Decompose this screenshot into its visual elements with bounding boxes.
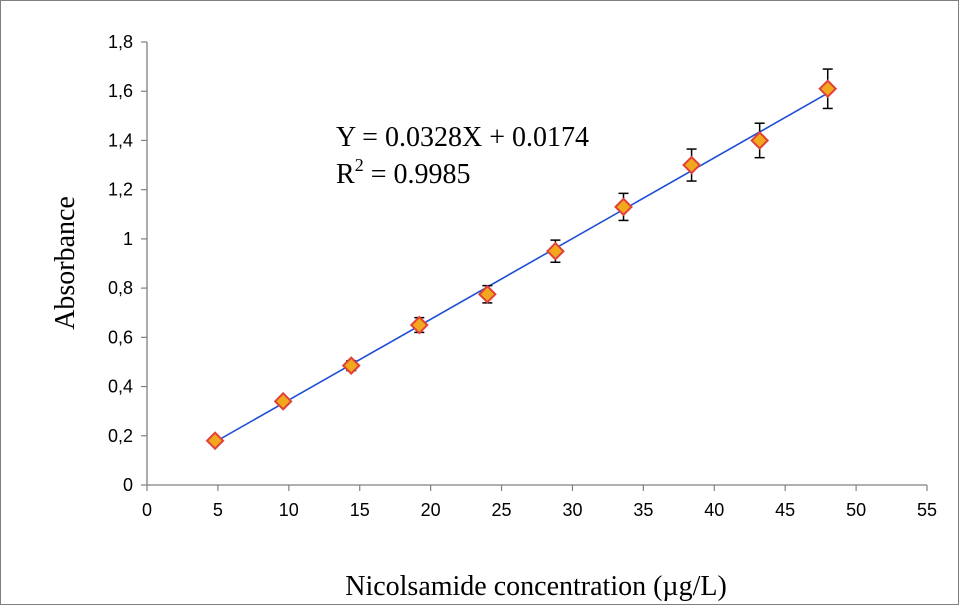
y-axis-title: Absorbance <box>50 196 81 330</box>
x-tick-label: 25 <box>492 500 512 520</box>
y-tick-label: 0,8 <box>108 278 133 298</box>
x-tick-label: 10 <box>279 500 299 520</box>
x-tick-label: 40 <box>704 500 724 520</box>
x-tick-label: 30 <box>562 500 582 520</box>
x-tick-label: 20 <box>421 500 441 520</box>
data-point <box>273 391 293 411</box>
data-point <box>477 284 497 304</box>
axes: 0 5 10 15 20 25 30 35 40 45 50 55 0 0,2 0,4 0,6 0,8 1 1,2… <box>108 32 937 520</box>
data-point <box>818 79 838 99</box>
y-tick-label: 0 <box>123 475 133 495</box>
x-tick-label: 35 <box>633 500 653 520</box>
y-tick-label: 1 <box>123 229 133 249</box>
y-tick-label: 0,6 <box>108 327 133 347</box>
trendline <box>214 92 829 443</box>
x-tick-label: 0 <box>142 500 152 520</box>
r-squared-text: R2 = 0.9985 <box>336 155 470 190</box>
x-tick-label: 5 <box>213 500 223 520</box>
y-tick-label: 1,6 <box>108 81 133 101</box>
data-points <box>205 68 838 451</box>
equation-text: Y = 0.0328X + 0.0174 <box>336 122 589 153</box>
x-tick-label: 45 <box>775 500 795 520</box>
x-axis-title: Nicolsamide concentration (µg/L) <box>345 571 727 602</box>
y-tick-label: 0,4 <box>108 377 133 397</box>
y-tick-label: 1,8 <box>108 32 133 52</box>
x-tick-label: 50 <box>846 500 866 520</box>
data-point <box>546 241 565 261</box>
y-tick-label: 1,2 <box>108 180 133 200</box>
y-tick-label: 1,4 <box>108 130 133 150</box>
data-point <box>341 356 361 376</box>
data-point <box>205 431 225 451</box>
x-tick-label: 55 <box>917 500 937 520</box>
data-point <box>750 131 770 150</box>
data-point <box>614 197 633 217</box>
x-tick-label: 15 <box>350 500 370 520</box>
y-ticks: 0 0,2 0,4 0,6 0,8 1 1,2 1,4 1,6 1,8 <box>108 32 147 495</box>
data-point <box>682 155 701 175</box>
y-tick-label: 0,2 <box>108 426 133 446</box>
x-ticks: 0 5 10 15 20 25 30 35 40 45 50 55 <box>142 485 937 520</box>
data-point <box>409 315 429 335</box>
